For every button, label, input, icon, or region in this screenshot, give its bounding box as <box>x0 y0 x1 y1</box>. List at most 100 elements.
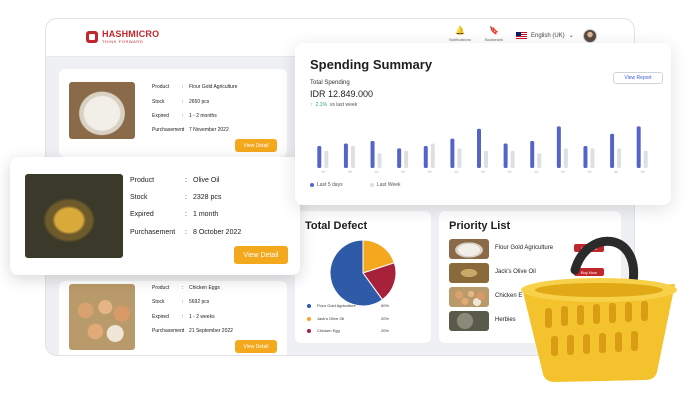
stock-value: 2328 pcs <box>193 194 222 201</box>
product-row: Product: Flour Gold Agriculture <box>152 84 238 90</box>
bar-previous <box>430 143 435 168</box>
defect-row: Flour Gold Agriculture 60% <box>307 303 389 308</box>
chevron-down-icon: ⌄ <box>568 33 574 39</box>
defect-item-pct: 20% <box>380 328 389 333</box>
priority-image <box>449 263 489 283</box>
buy-now-button[interactable]: Buy Now <box>574 268 604 276</box>
x-tick <box>374 171 379 173</box>
x-tick <box>587 171 592 173</box>
x-tick <box>640 171 645 173</box>
x-tick <box>401 171 406 173</box>
priority-item-name: Chicken E <box>495 293 523 299</box>
x-tick <box>614 171 619 173</box>
bar-current <box>423 145 428 168</box>
view-report-button[interactable]: View Report <box>613 72 663 84</box>
purchase-value: 7 November 2022 <box>189 127 229 133</box>
notifications-label: Notifications <box>449 37 471 42</box>
bar-previous <box>457 148 462 168</box>
bar-current <box>317 145 322 168</box>
language-label: English (UK) <box>531 32 565 39</box>
stock-row: Stock:5692 pcs <box>152 299 210 305</box>
purchase-value: 21 September 2022 <box>189 328 233 334</box>
defect-row: Chicken Egg 20% <box>307 328 389 333</box>
x-tick <box>560 171 565 173</box>
defect-pie-chart <box>329 239 397 307</box>
x-tick <box>534 171 539 173</box>
expired-value: 1 month <box>193 211 219 218</box>
notifications-button[interactable]: 🔔 Notifications <box>445 25 475 42</box>
legend-dot <box>307 303 311 308</box>
view-detail-button[interactable]: View Detail <box>235 340 277 353</box>
bar-previous <box>643 150 648 168</box>
bookmark-icon: 🔖 <box>489 26 499 35</box>
bookmark-label: Bookmark <box>484 37 503 42</box>
bar-previous <box>404 150 409 168</box>
total-spending-label: Total Spending <box>310 80 350 86</box>
x-tick <box>454 171 459 173</box>
view-detail-button[interactable]: View Detail <box>235 139 277 152</box>
bar-current <box>343 143 348 168</box>
total-spending-value: IDR 12.849.000 <box>310 89 374 99</box>
expired-row: Expired:1 - 2 weeks <box>152 314 215 320</box>
legend-label: Last 5 days <box>317 182 343 188</box>
product-name: Chicken Eggs <box>189 285 220 291</box>
priority-image <box>449 311 489 331</box>
flour-image <box>69 82 135 139</box>
spending-title: Spending Summary <box>310 57 433 72</box>
bar-previous <box>324 150 329 168</box>
legend-dot <box>307 328 311 333</box>
pie-slice <box>362 239 396 274</box>
priority-item-name: Herbies <box>495 317 516 323</box>
x-tick <box>427 171 432 173</box>
shopping-basket-icon <box>521 236 677 382</box>
view-detail-button[interactable]: View Detail <box>234 246 288 264</box>
defect-item-pct: 60% <box>380 303 389 308</box>
x-tick <box>507 171 512 173</box>
user-avatar[interactable] <box>583 29 597 43</box>
bar-previous <box>537 153 542 168</box>
stock-row: Stock:2328 pcs <box>130 194 222 201</box>
bar-current <box>583 145 588 168</box>
bar-current <box>477 128 481 168</box>
product-row: Product: Chicken Eggs <box>152 285 220 291</box>
product-card-olive-oil: Product: Olive Oil Stock:2328 pcs Expired… <box>10 157 300 275</box>
pie-slice <box>329 239 384 307</box>
bell-icon: 🔔 <box>455 26 465 35</box>
brand-logo[interactable]: HASHMICRO THINK FORWARD <box>86 30 159 44</box>
x-tick <box>321 171 326 173</box>
product-card-eggs: Product: Chicken Eggs Stock:5692 pcs Expi… <box>59 281 287 355</box>
legend-dot <box>370 183 374 187</box>
bookmark-button[interactable]: 🔖 Bookmark <box>479 25 509 42</box>
bar-previous <box>617 148 622 168</box>
purchase-row: Purchasement:8 October 2022 <box>130 229 242 236</box>
trend-up-icon: ↑ <box>310 102 313 108</box>
priority-title: Priority List <box>449 220 511 232</box>
defect-row: Jack's Olive Oil 20% <box>307 316 389 321</box>
delta-text: vs last week <box>329 102 358 108</box>
bar-current <box>636 126 641 168</box>
hashmicro-logo-icon <box>86 31 98 43</box>
expired-value: 1 - 2 weeks <box>189 314 215 320</box>
purchase-row: Purchasement:7 November 2022 <box>152 127 229 133</box>
priority-image <box>449 287 489 307</box>
legend-current: Last 5 days <box>310 182 343 188</box>
brand-name: HASHMICRO <box>102 29 160 39</box>
legend-dot <box>310 183 314 187</box>
priority-item-name: Jack's Olive Oil <box>495 269 536 275</box>
uk-flag-icon <box>516 32 527 39</box>
product-row: Product: Olive Oil <box>130 177 220 184</box>
stock-row: Stock:2650 pcs <box>152 99 210 105</box>
bar-previous <box>510 150 515 168</box>
defect-title: Total Defect <box>305 220 368 232</box>
bar-previous <box>350 145 355 168</box>
delta-percent: 2.1% <box>315 102 327 108</box>
product-name: Flour Gold Agriculture <box>189 84 238 90</box>
priority-item-name: Flour Gold Agriculture <box>495 245 554 251</box>
brand-tagline: THINK FORWARD <box>102 39 144 44</box>
bar-current <box>530 141 535 168</box>
language-selector[interactable]: English (UK) ⌄ <box>516 32 574 39</box>
olive-oil-image <box>25 174 123 258</box>
bar-current <box>610 133 615 168</box>
bar-current <box>370 141 375 168</box>
bar-previous <box>377 153 382 168</box>
